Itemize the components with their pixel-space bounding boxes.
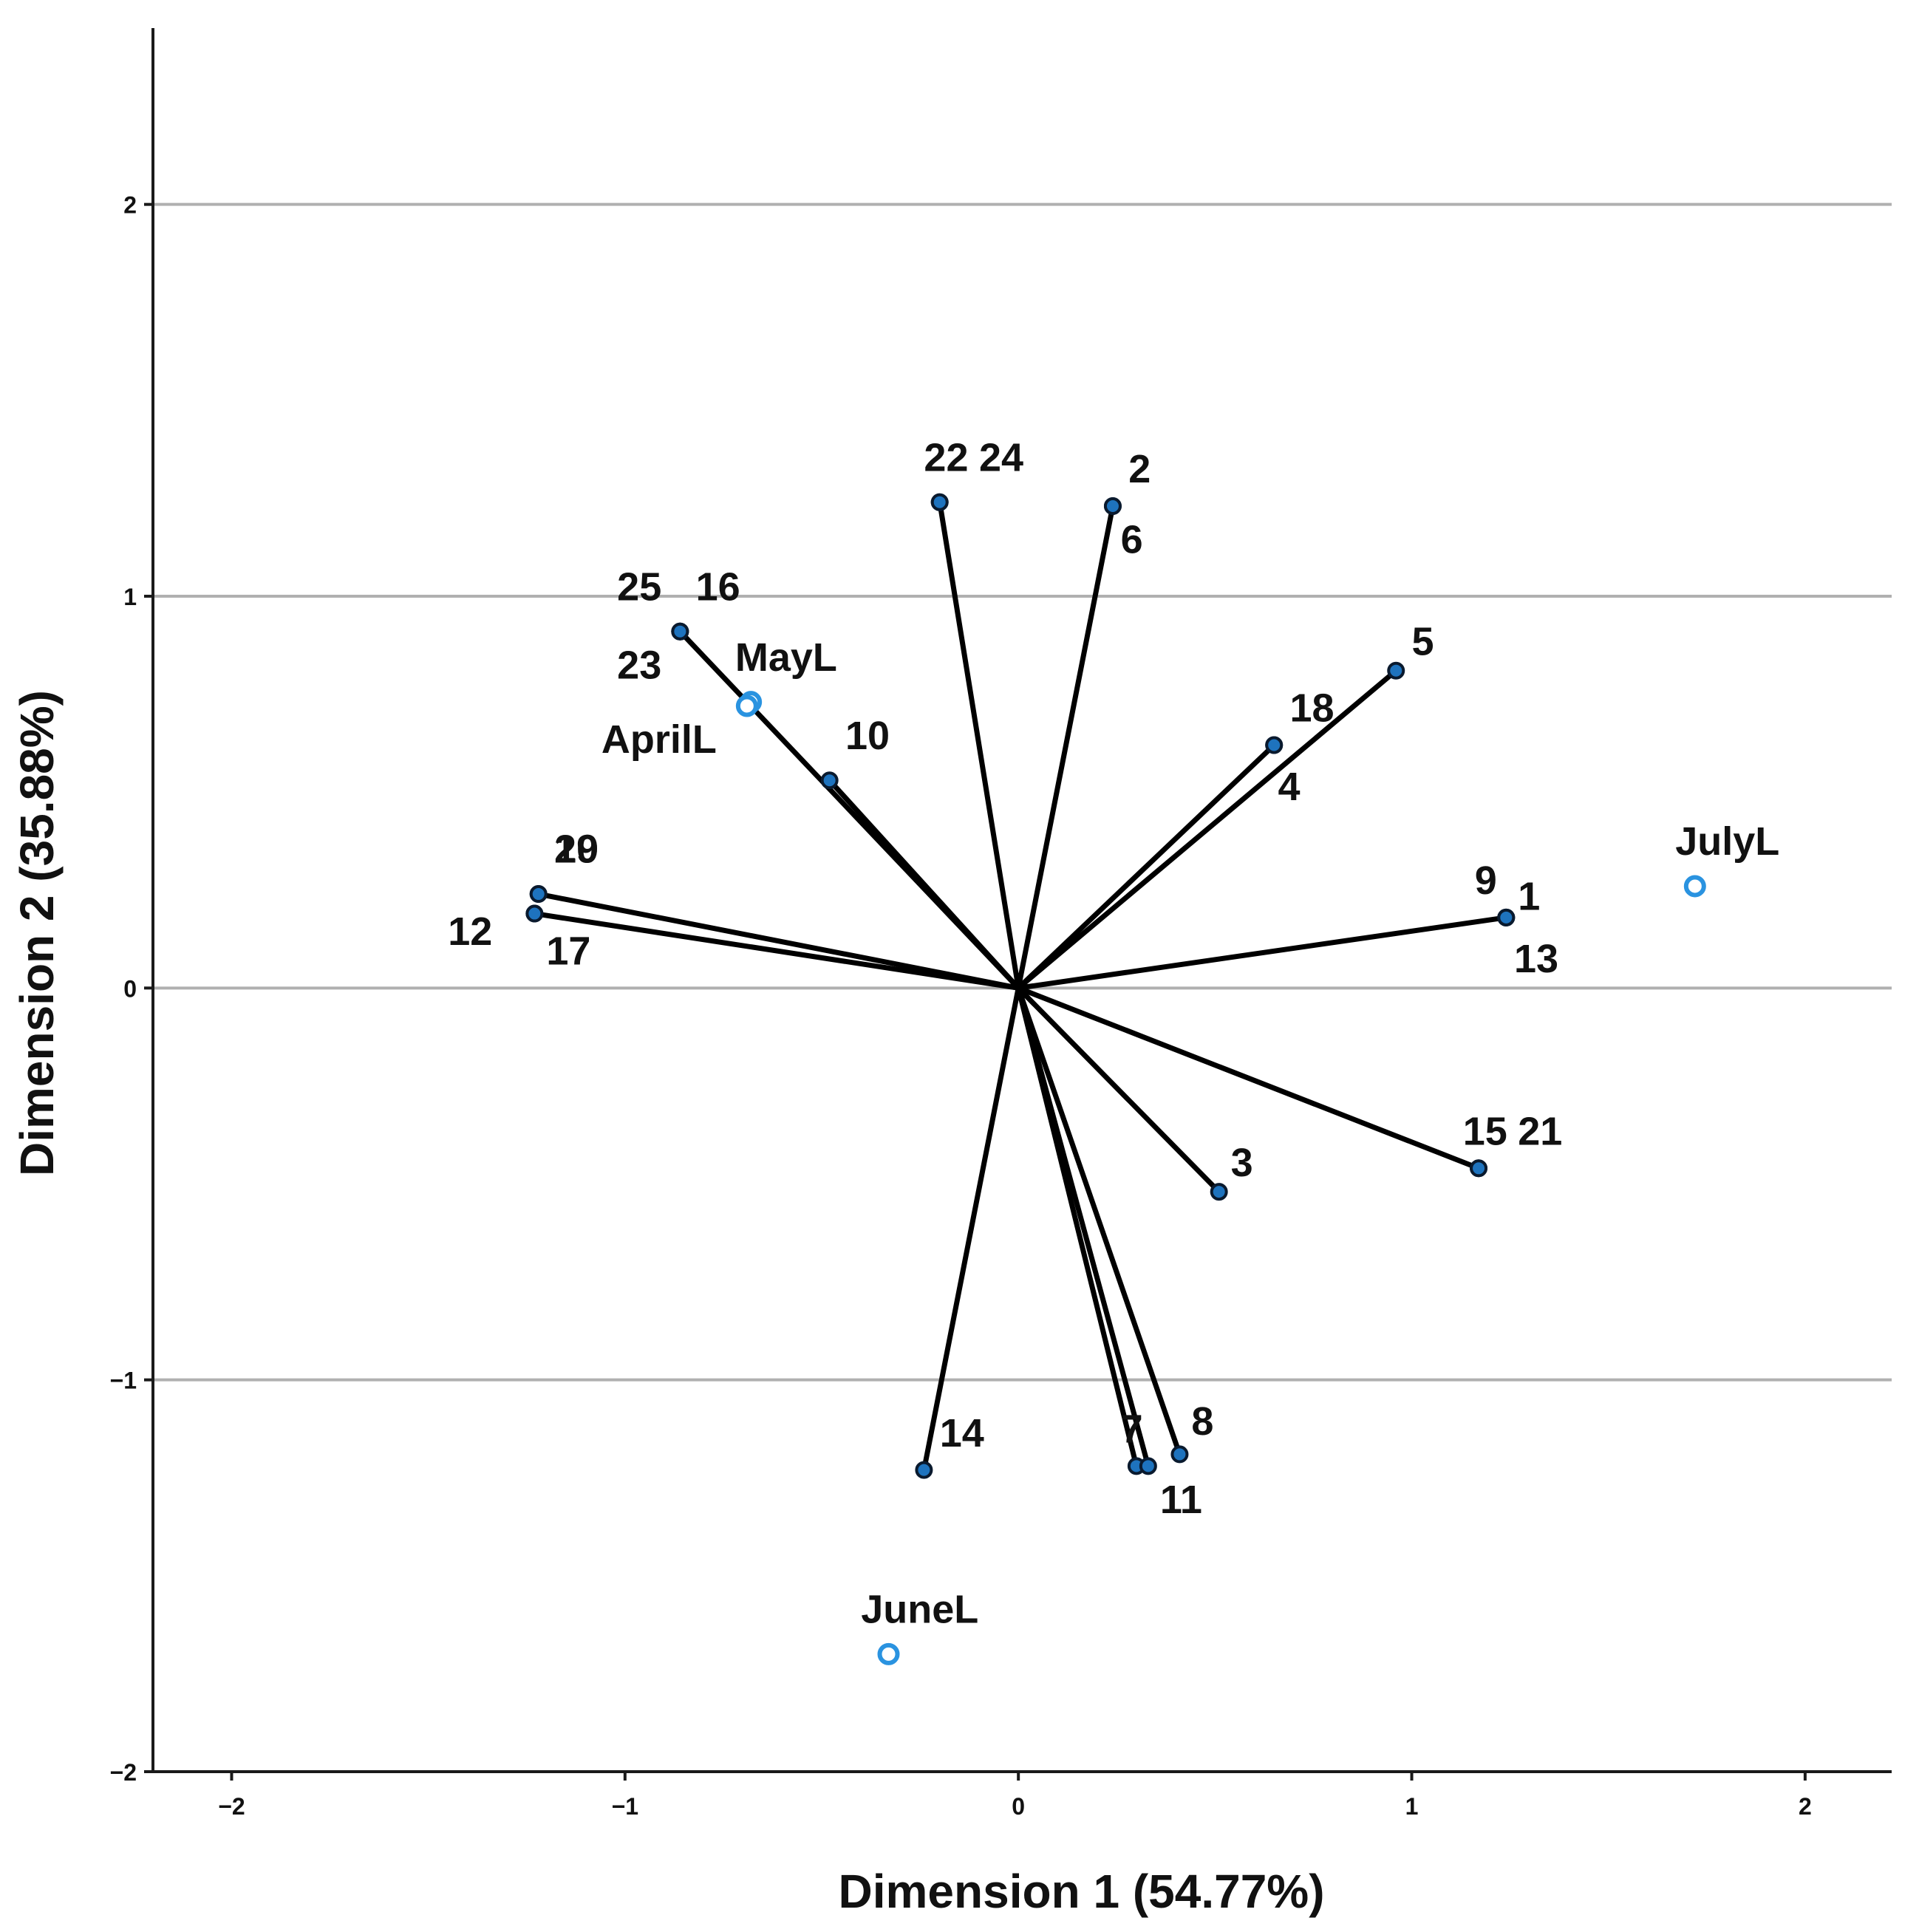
- object-point-3: [1210, 1183, 1228, 1201]
- vector-line: [1015, 985, 1482, 1171]
- x-axis-title: Dimension 1 (54.77%): [839, 1865, 1325, 1918]
- category-points: [735, 691, 1706, 1665]
- y-tick-label: 2: [123, 192, 137, 219]
- vector-line: [531, 911, 1021, 991]
- object-label-1: 1: [1518, 874, 1540, 918]
- object-label-11: 11: [1160, 1478, 1202, 1522]
- object-point-23: [671, 622, 689, 641]
- x-tick-label: 0: [1012, 1793, 1025, 1820]
- vector-line: [536, 891, 1021, 991]
- vector-line: [1015, 668, 1399, 991]
- object-label-23: 23: [617, 643, 661, 687]
- category-point-JulyL: [1683, 875, 1706, 898]
- object-label-20: 20: [554, 827, 599, 872]
- object-label-14: 14: [940, 1411, 984, 1455]
- object-label-12: 12: [448, 909, 492, 954]
- vector-line: [1015, 503, 1116, 991]
- axes: [151, 28, 1892, 1773]
- object-label-4: 4: [1278, 765, 1301, 809]
- category-label-AprilL: AprilL: [601, 717, 717, 762]
- y-tick-label: −1: [110, 1368, 137, 1394]
- object-point-17: [525, 904, 544, 923]
- object-label-10: 10: [845, 714, 890, 758]
- object-point-4: [1265, 736, 1284, 754]
- vector-line: [827, 777, 1021, 991]
- vector-line: [1015, 985, 1222, 1195]
- object-label-8: 8: [1191, 1399, 1213, 1444]
- vector-line: [1015, 743, 1277, 991]
- category-label-MayL: MayL: [735, 635, 837, 680]
- vector-line: [1015, 985, 1151, 1469]
- object-point-10: [820, 771, 839, 790]
- object-label-21: 21: [1518, 1109, 1562, 1153]
- object-label-19: 19: [554, 827, 599, 872]
- object-label-13: 13: [1514, 937, 1558, 981]
- object-label-9: 9: [1475, 859, 1497, 903]
- vector-line: [1015, 985, 1182, 1457]
- object-point-14: [915, 1461, 933, 1479]
- x-tick-label: −2: [218, 1793, 245, 1820]
- object-point-24: [930, 493, 949, 511]
- object-label-3: 3: [1231, 1141, 1253, 1185]
- object-label-16: 16: [696, 564, 740, 609]
- category-point-JuneL: [877, 1642, 900, 1665]
- vector-line: [1015, 915, 1509, 991]
- y-axis-title: Dimension 2 (35.88%): [10, 690, 64, 1176]
- vectors: [531, 499, 1509, 1473]
- object-label-18: 18: [1290, 686, 1335, 731]
- object-label-15: 15: [1463, 1109, 1507, 1153]
- category-point-AprilL: [735, 694, 758, 717]
- object-label-22: 22: [924, 435, 968, 479]
- object-label-25: 25: [617, 564, 661, 609]
- vector-line: [921, 985, 1021, 1473]
- object-point-5: [1387, 661, 1405, 680]
- object-label-2: 2: [1128, 447, 1151, 491]
- object-points: [525, 493, 1516, 1479]
- object-label-7: 7: [1121, 1407, 1143, 1452]
- object-label-24: 24: [979, 435, 1023, 479]
- y-tick-label: 1: [123, 584, 137, 610]
- object-label-6: 6: [1121, 518, 1143, 562]
- y-tick-label: −2: [110, 1759, 137, 1786]
- object-point-8: [1170, 1445, 1189, 1464]
- x-tick-label: 2: [1799, 1793, 1812, 1820]
- object-point-19: [529, 885, 548, 904]
- x-tick-label: −1: [612, 1793, 638, 1820]
- object-point-6: [1103, 497, 1122, 516]
- vector-line: [937, 499, 1021, 991]
- x-tick-label: 1: [1405, 1793, 1419, 1820]
- object-point-11: [1139, 1457, 1157, 1475]
- object-point-13: [1497, 908, 1516, 926]
- x-ticks: −2 −1 0 1 2: [218, 1772, 1812, 1820]
- object-label-17: 17: [546, 929, 590, 974]
- object-label-5: 5: [1412, 620, 1434, 664]
- y-ticks: −2 −1 0 1 2: [110, 192, 153, 1786]
- category-label-JuneL: JuneL: [861, 1587, 978, 1631]
- object-point-21: [1470, 1159, 1488, 1178]
- category-label-JulyL: JulyL: [1675, 819, 1779, 864]
- y-tick-label: 0: [123, 975, 137, 1002]
